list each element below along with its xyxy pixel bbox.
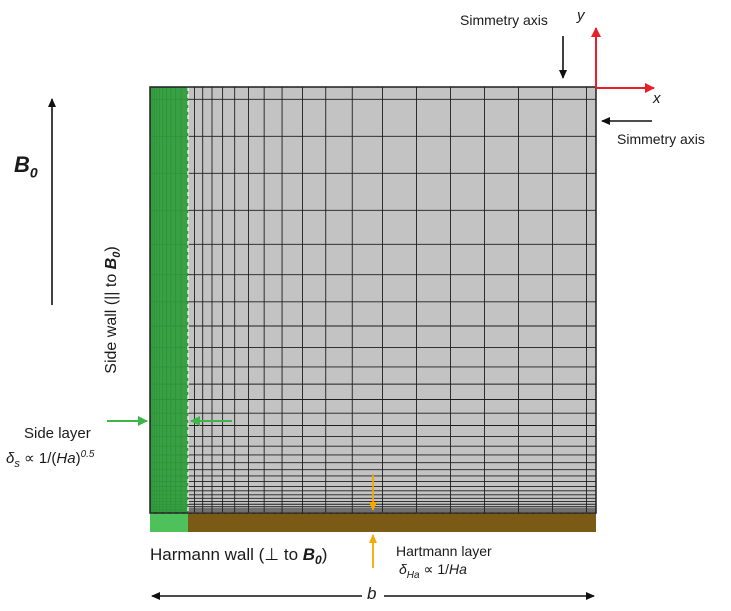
hartmann-wall: [188, 513, 596, 532]
side-wall-label: Side wall (|| to B0): [102, 246, 124, 374]
field-label: B0: [14, 152, 38, 181]
width-label: b: [367, 584, 377, 603]
hartmann-layer-title: Hartmann layer: [396, 543, 492, 559]
side-layer-formula: δs ∝ 1/(Ha)0.5: [6, 449, 95, 470]
y-axis-label: y: [577, 7, 585, 24]
side-layer-title: Side layer: [24, 425, 91, 442]
x-axis-label: x: [653, 90, 661, 107]
corner-wall: [150, 513, 188, 532]
mesh-domain: [150, 87, 596, 513]
hartmann-layer-formula: δHa ∝ 1/Ha: [399, 561, 467, 581]
side-wall: [150, 87, 188, 513]
hartmann-wall-label: Harmann wall (⊥ to B0): [150, 545, 328, 568]
symmetry-axis-top-label: Simmetry axis: [460, 12, 548, 28]
symmetry-axis-right-label: Simmetry axis: [617, 131, 705, 147]
domain-frame: [149, 86, 597, 514]
